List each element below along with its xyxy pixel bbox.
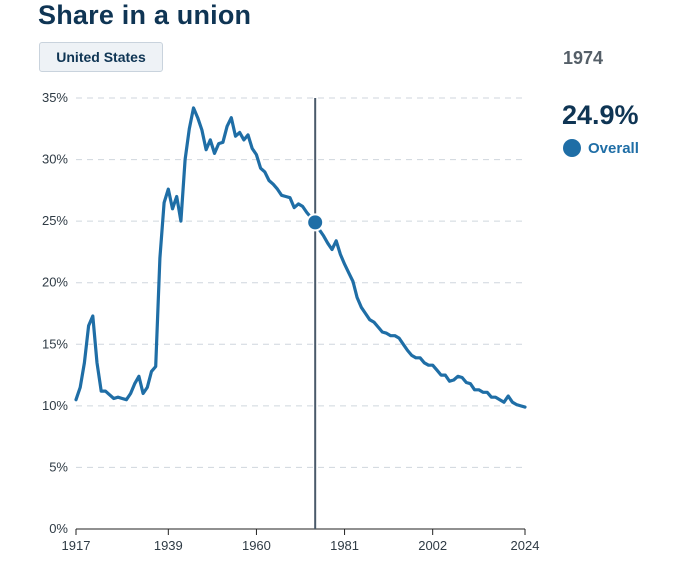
y-tick-label: 5% bbox=[49, 459, 68, 474]
region-select-button[interactable]: United States bbox=[39, 42, 163, 72]
y-tick-label: 0% bbox=[49, 521, 68, 536]
x-tick-label: 1917 bbox=[62, 538, 91, 553]
gridlines bbox=[76, 97, 525, 468]
legend: Overall bbox=[563, 139, 639, 157]
legend-dot-icon bbox=[563, 139, 581, 157]
y-tick-label: 10% bbox=[42, 398, 68, 413]
hover-marker-layer bbox=[306, 98, 325, 529]
y-tick-label: 15% bbox=[42, 336, 68, 351]
legend-label-overall: Overall bbox=[588, 139, 639, 157]
y-tick-label: 20% bbox=[42, 275, 68, 290]
y-tick-label: 25% bbox=[42, 213, 68, 228]
selected-value: 24.9% bbox=[562, 100, 639, 130]
x-tick-label: 1960 bbox=[242, 538, 271, 553]
x-tick-label: 2024 bbox=[511, 538, 540, 553]
y-tick-label: 35% bbox=[42, 90, 68, 105]
page-title: Share in a union bbox=[38, 0, 252, 30]
axes: 0% 5% 10% 15% 20% 25% 30% 35% 1917 1939 1960 1981 20… bbox=[42, 90, 539, 553]
x-tick-label: 1981 bbox=[330, 538, 359, 553]
selected-year: 1974 bbox=[563, 48, 604, 68]
y-tick-label: 30% bbox=[42, 152, 68, 167]
series-layer bbox=[74, 106, 527, 409]
x-tick-label: 1939 bbox=[154, 538, 183, 553]
series-line-overall bbox=[74, 106, 527, 409]
x-tick-label: 2002 bbox=[418, 538, 447, 553]
hover-point bbox=[306, 213, 325, 232]
